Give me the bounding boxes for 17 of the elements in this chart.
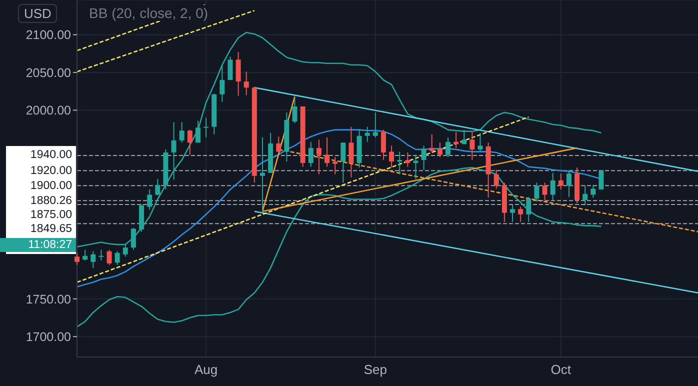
y-tick-label: 1700.00 xyxy=(26,330,72,344)
ref-line-label: 1849.65 xyxy=(29,222,73,236)
ref-line-label: 1900.00 xyxy=(29,178,73,193)
y-tick-label: 1750.00 xyxy=(26,292,72,306)
y-tick-label: 2000.00 xyxy=(26,104,72,118)
y-tick-label: 2100.00 xyxy=(26,28,72,42)
y-axis-title: USD xyxy=(18,4,58,23)
ref-line-label: 1880.26 xyxy=(29,194,73,208)
ref-line-label: 1940.00 xyxy=(29,148,73,162)
y-tick-label: 2050.00 xyxy=(26,66,72,80)
annotation: BB (20, close, 2, 0) xyxy=(86,5,212,21)
x-tick-label: Aug xyxy=(194,362,218,378)
ref-line-label: 1875.00 xyxy=(29,208,73,222)
x-tick-label: Sep xyxy=(364,362,387,378)
ref-line-label: 1920.00 xyxy=(29,164,73,178)
x-tick-label: Oct xyxy=(550,362,572,378)
text: 11:08:27 xyxy=(0,238,76,252)
